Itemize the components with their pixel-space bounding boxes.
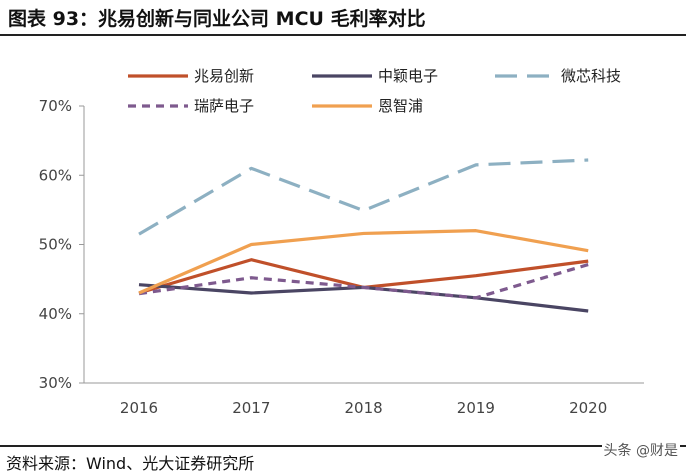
- y-tick-label: 50%: [39, 236, 72, 254]
- x-tick-label: 2020: [569, 399, 607, 417]
- legend-label: 中颖电子: [378, 67, 438, 85]
- y-tick-label: 60%: [39, 166, 72, 184]
- source-note: 资料来源：Wind、光大证券研究所: [6, 454, 255, 473]
- y-tick-label: 40%: [39, 305, 72, 323]
- x-tick-label: 2017: [232, 399, 270, 417]
- figure-title: 图表 93：兆易创新与同业公司 MCU 毛利率对比: [8, 8, 426, 30]
- series-line-2: [138, 158, 589, 236]
- legend-label: 瑞萨电子: [194, 97, 254, 115]
- series-line-4: [138, 229, 589, 295]
- top-rule: [0, 34, 686, 36]
- legend-label: 恩智浦: [378, 97, 423, 115]
- y-tick-label: 30%: [39, 374, 72, 392]
- legend-label: 兆易创新: [194, 67, 254, 85]
- watermark: 头条 @财是: [601, 440, 680, 460]
- y-tick-label: 70%: [39, 97, 72, 115]
- x-tick-label: 2016: [120, 399, 158, 417]
- bottom-rule: [0, 445, 686, 447]
- x-tick-label: 2018: [345, 399, 383, 417]
- legend-label: 微芯科技: [561, 67, 621, 85]
- x-tick-label: 2019: [457, 399, 495, 417]
